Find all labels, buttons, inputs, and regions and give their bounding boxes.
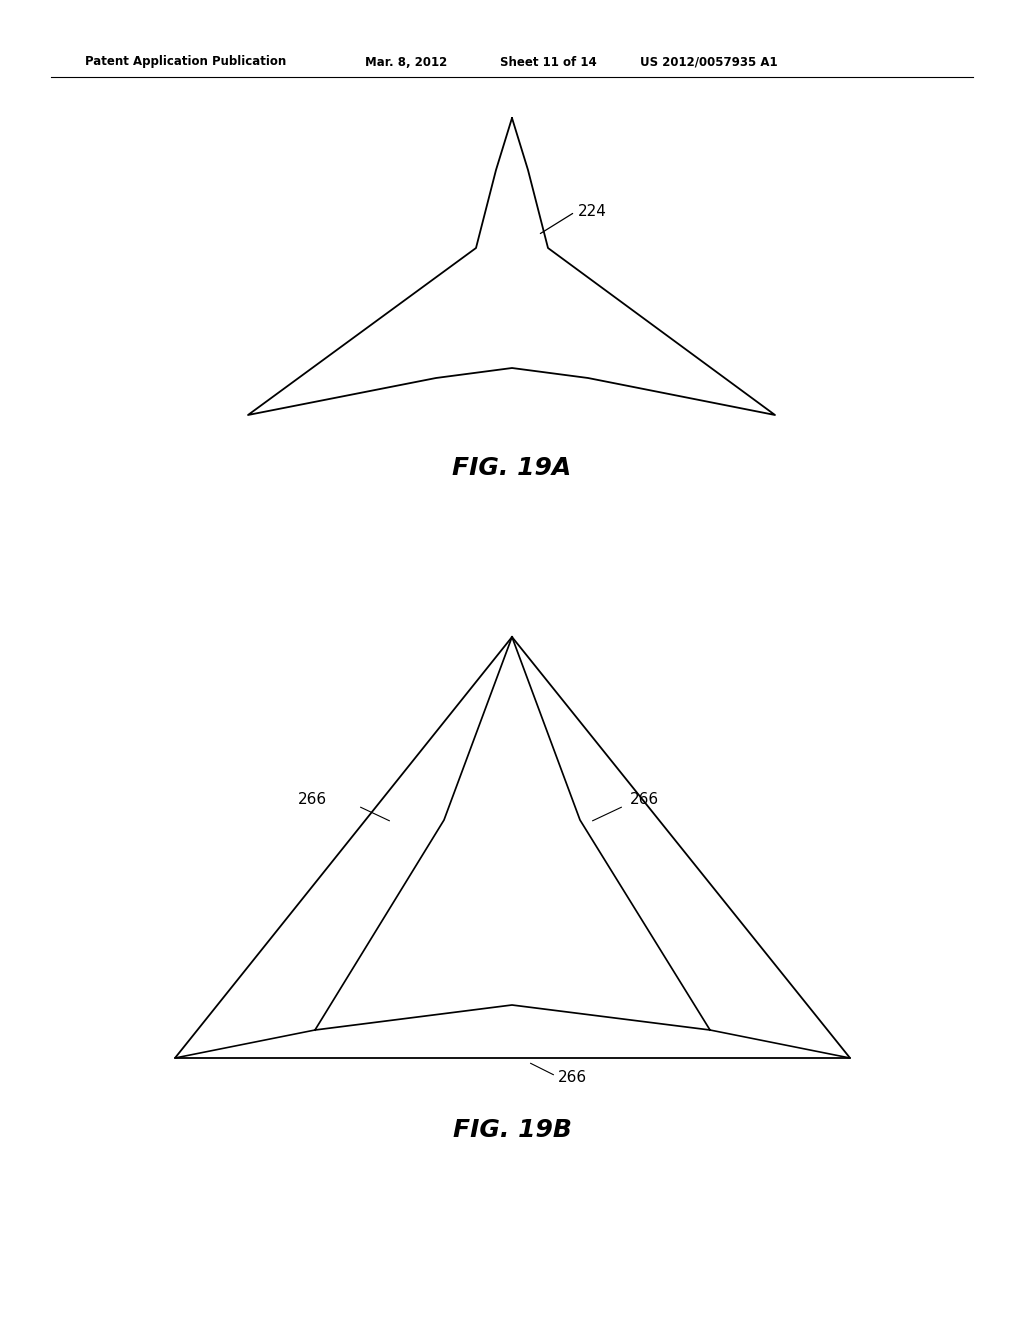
Text: FIG. 19B: FIG. 19B [453, 1118, 571, 1142]
Text: Patent Application Publication: Patent Application Publication [85, 55, 287, 69]
Text: 224: 224 [578, 205, 607, 219]
Text: 266: 266 [558, 1071, 587, 1085]
Text: 266: 266 [298, 792, 327, 808]
Text: FIG. 19A: FIG. 19A [453, 455, 571, 480]
Text: US 2012/0057935 A1: US 2012/0057935 A1 [640, 55, 777, 69]
Text: 266: 266 [630, 792, 659, 808]
Text: Mar. 8, 2012: Mar. 8, 2012 [365, 55, 447, 69]
Text: Sheet 11 of 14: Sheet 11 of 14 [500, 55, 597, 69]
